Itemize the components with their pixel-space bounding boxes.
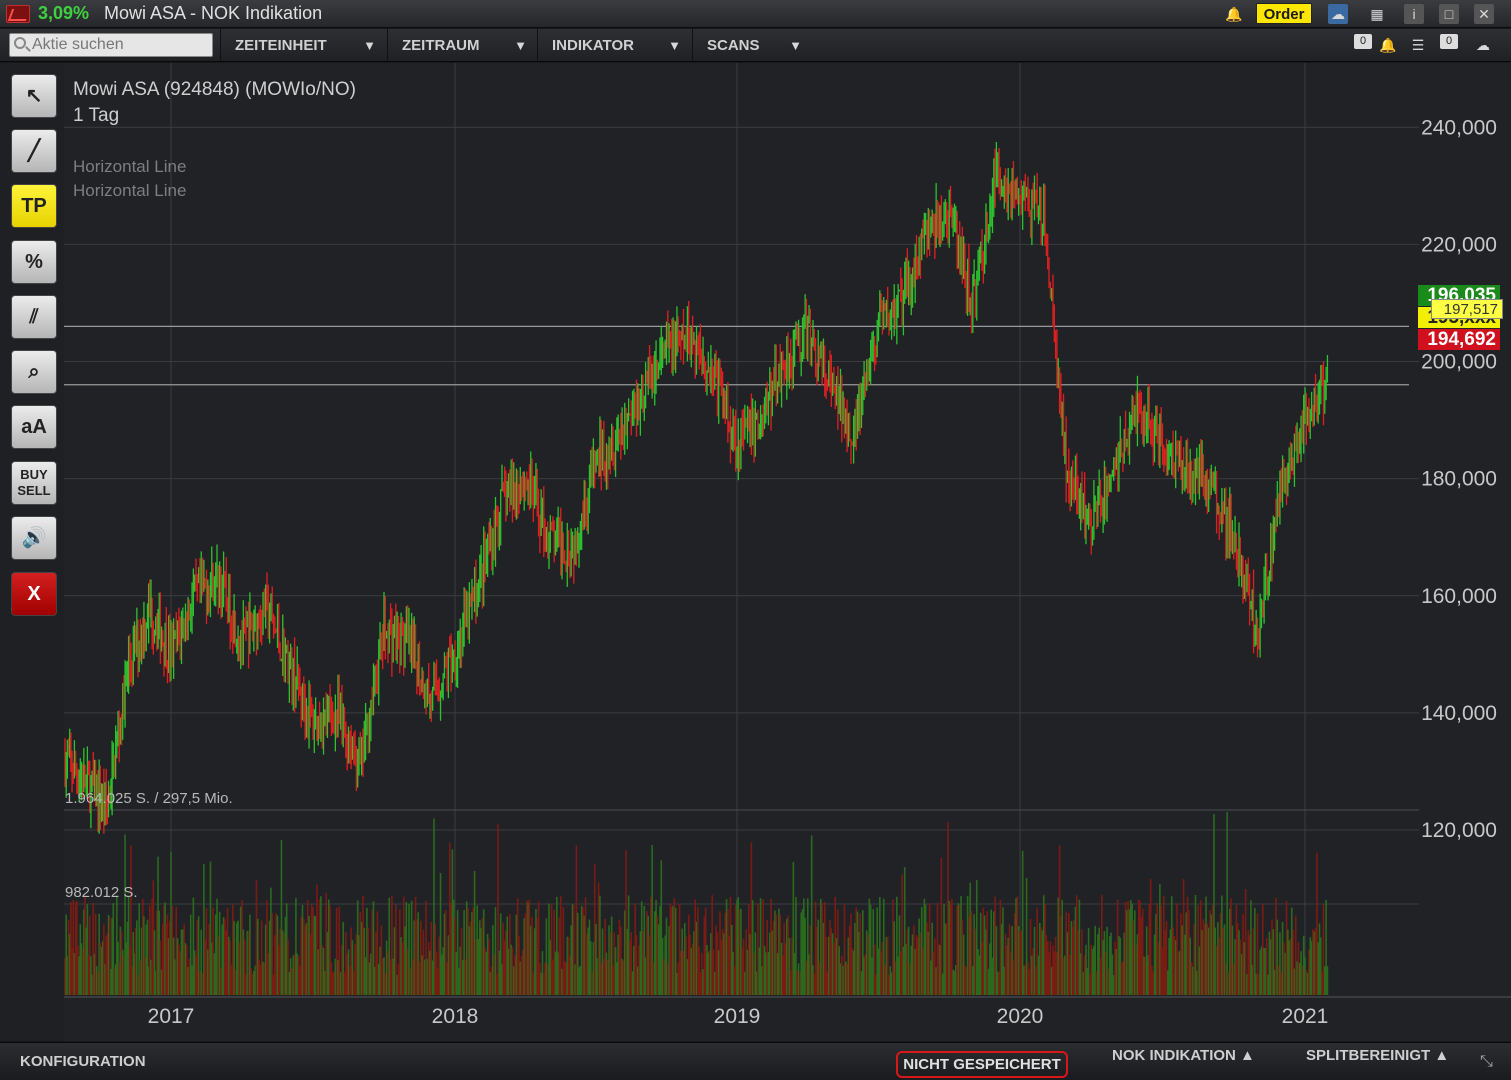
tp-tool[interactable]: TP [11, 184, 57, 228]
sound-tool[interactable]: 🔊 [11, 516, 57, 560]
annotation-label: Horizontal Line [73, 181, 187, 200]
chart-area[interactable]: 240,000 220,000 200,000 180,000 160,000 140,0… [64, 63, 1511, 1041]
note-counter[interactable]: 0 [1440, 34, 1458, 49]
dropdown-arrow-icon: ▼ [363, 38, 376, 53]
maximize-icon[interactable]: □ [1439, 4, 1459, 24]
window-title: Mowi ASA - NOK Indikation [104, 3, 323, 23]
buy-sell-tool[interactable]: BUY SELL [11, 461, 57, 505]
toolbar: Aktie suchen ZEITEINHEIT ▼ ZEITRAUM ▼ IN… [0, 29, 1511, 62]
list-add-icon[interactable]: ☰ [1411, 37, 1425, 53]
parallel-lines-icon: ⫽ [29, 306, 39, 328]
magnifier-icon: ⌕ [28, 361, 40, 383]
volume-max-label: 1.964.025 S. / 297,5 Mio. [65, 790, 233, 807]
bell-icon[interactable]: 🔔 [1225, 6, 1243, 22]
bell-small-icon[interactable]: 🔔 [1379, 37, 1397, 53]
pointer-icon: ↖ [25, 85, 43, 107]
menu-label: INDIKATOR [552, 37, 634, 54]
channel-tool[interactable]: ⫽ [11, 295, 57, 339]
menu-label: SCANS [707, 37, 760, 54]
pointer-tool[interactable]: ↖ [11, 74, 57, 118]
tp-icon: TP [21, 195, 47, 217]
y-tick-label: 200,000 [1421, 351, 1497, 374]
menu-indikator[interactable]: INDIKATOR ▼ [537, 29, 689, 62]
app-logo-icon [6, 5, 30, 23]
chart-timeframe: 1 Tag [73, 105, 120, 126]
percent-icon: % [25, 251, 43, 273]
menu-scans[interactable]: SCANS ▼ [692, 29, 810, 62]
price-tag-red: 194,692 [1418, 329, 1500, 350]
title-bar: 3,09% Mowi ASA - NOK Indikation 🔔 Order … [0, 0, 1511, 28]
layout-icon[interactable]: ▦ [1370, 6, 1384, 22]
search-input[interactable]: Aktie suchen [9, 33, 213, 57]
x-tick-label: 2018 [432, 1005, 479, 1028]
menu-label: ZEITEINHEIT [235, 37, 327, 54]
text-icon: aA [21, 416, 47, 438]
indication-toggle[interactable]: NOK INDIKATION ▲ [1112, 1047, 1255, 1064]
y-tick-label: 220,000 [1421, 233, 1497, 256]
dropdown-arrow-icon: ▼ [668, 38, 681, 53]
order-button[interactable]: Order [1256, 3, 1312, 24]
y-tick-label: 120,000 [1421, 819, 1497, 842]
menu-label: ZEITRAUM [402, 37, 480, 54]
resize-icon[interactable]: ⤡ [1480, 1053, 1493, 1070]
info-icon[interactable]: i [1404, 4, 1424, 24]
line-icon: ╱ [27, 140, 41, 162]
cloud-icon[interactable]: ☁ [1328, 4, 1348, 24]
x-tick-label: 2020 [997, 1005, 1044, 1028]
y-tick-label: 160,000 [1421, 585, 1497, 608]
tool-strip: ↖ ╱ TP % ⫽ ⌕ aA BUY SELL 🔊 X [0, 63, 64, 1041]
percent-tool[interactable]: % [11, 240, 57, 284]
y-tick-label: 180,000 [1421, 468, 1497, 491]
alarm-counter[interactable]: 0 [1354, 34, 1372, 49]
price-chart[interactable]: 240,000 220,000 200,000 180,000 160,000 140,0… [64, 63, 1511, 1041]
speaker-icon: 🔊 [21, 527, 47, 549]
config-button[interactable]: KONFIGURATION [20, 1053, 146, 1070]
text-tool[interactable]: aA [11, 405, 57, 449]
x-tick-label: 2021 [1282, 1005, 1329, 1028]
x-tick-label: 2019 [714, 1005, 761, 1028]
close-tool[interactable]: X [11, 572, 57, 616]
x-tick-label: 2017 [148, 1005, 195, 1028]
y-tick-label: 240,000 [1421, 116, 1497, 139]
zoom-tool[interactable]: ⌕ [11, 350, 57, 394]
status-bar: KONFIGURATION NICHT GESPEICHERT NOK INDI… [0, 1042, 1511, 1080]
menu-zeitraum[interactable]: ZEITRAUM ▼ [387, 29, 535, 62]
annotation-label: Horizontal Line [73, 157, 187, 176]
not-saved-badge[interactable]: NICHT GESPEICHERT [896, 1051, 1068, 1078]
cloud-upload-icon[interactable]: ☁ [1476, 37, 1490, 53]
dropdown-arrow-icon: ▼ [789, 38, 802, 53]
buy-sell-icon: BUY SELL [17, 467, 51, 498]
price-tag-last: 197,517 [1431, 299, 1503, 319]
line-tool[interactable]: ╱ [11, 129, 57, 173]
close-icon: X [27, 583, 41, 605]
close-window-icon[interactable]: ✕ [1474, 4, 1494, 24]
change-percent: 3,09% [38, 3, 90, 23]
search-icon [14, 37, 26, 49]
menu-zeiteinheit[interactable]: ZEITEINHEIT ▼ [220, 29, 384, 62]
dropdown-arrow-icon: ▼ [514, 38, 527, 53]
chart-symbol-title: Mowi ASA (924848) (MOWIo/NO) [73, 79, 356, 100]
split-toggle[interactable]: SPLITBEREINIGT ▲ [1306, 1047, 1450, 1064]
y-tick-label: 140,000 [1421, 702, 1497, 725]
volume-mid-label: 982.012 S. [65, 884, 138, 901]
